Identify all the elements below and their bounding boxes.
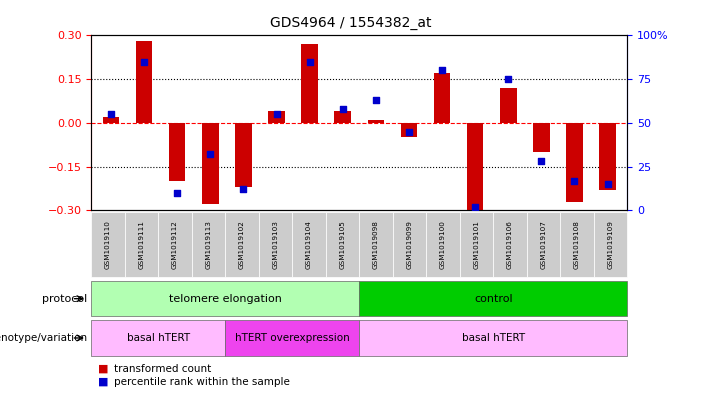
Point [602,181,613,187]
Text: telomere elongation: telomere elongation [169,294,282,304]
Text: GSM1019105: GSM1019105 [339,220,346,269]
Text: ■: ■ [98,364,109,374]
Text: protocol: protocol [42,294,88,304]
Text: GSM1019099: GSM1019099 [407,220,412,269]
Text: GSM1019100: GSM1019100 [440,220,446,269]
Text: genotype/variation: genotype/variation [0,333,88,343]
Text: GSM1019112: GSM1019112 [172,220,178,269]
Point [271,111,282,117]
Text: GSM1019106: GSM1019106 [507,220,513,269]
Text: GSM1019103: GSM1019103 [273,220,278,269]
Bar [334,111,351,123]
Text: GSM1019107: GSM1019107 [540,220,547,269]
Point [238,186,249,193]
Text: GSM1019101: GSM1019101 [474,220,479,269]
Point [172,189,183,196]
Bar [235,123,252,187]
Text: GSM1019102: GSM1019102 [239,220,245,269]
Text: basal hTERT: basal hTERT [462,333,525,343]
Bar [533,123,550,152]
Bar [599,123,615,190]
Point [304,59,315,65]
Bar [169,123,186,181]
Text: hTERT overexpression: hTERT overexpression [235,333,350,343]
Text: transformed count: transformed count [114,364,211,374]
Point [569,177,580,184]
Text: GSM1019098: GSM1019098 [373,220,379,269]
Bar [301,44,318,123]
Point [105,111,116,117]
Bar [566,123,583,202]
Point [403,129,414,135]
Text: GSM1019108: GSM1019108 [574,220,580,269]
Bar [136,41,152,123]
Text: GDS4964 / 1554382_at: GDS4964 / 1554382_at [270,16,431,30]
Bar [268,111,285,123]
Bar [202,123,219,204]
Bar [367,120,384,123]
Bar [103,117,119,123]
Point [337,106,348,112]
Text: GSM1019113: GSM1019113 [205,220,212,269]
Point [370,97,381,103]
Bar [434,73,450,123]
Text: control: control [474,294,512,304]
Point [503,76,514,82]
Point [139,59,150,65]
Bar [401,123,417,138]
Point [437,67,448,73]
Text: basal hTERT: basal hTERT [127,333,190,343]
Point [470,204,481,210]
Point [536,158,547,164]
Point [205,151,216,158]
Text: ■: ■ [98,377,109,387]
Text: GSM1019110: GSM1019110 [105,220,111,269]
Bar [467,123,484,210]
Bar [500,88,517,123]
Text: GSM1019104: GSM1019104 [306,220,312,269]
Text: GSM1019109: GSM1019109 [608,220,613,269]
Text: GSM1019111: GSM1019111 [138,220,144,269]
Text: percentile rank within the sample: percentile rank within the sample [114,377,290,387]
